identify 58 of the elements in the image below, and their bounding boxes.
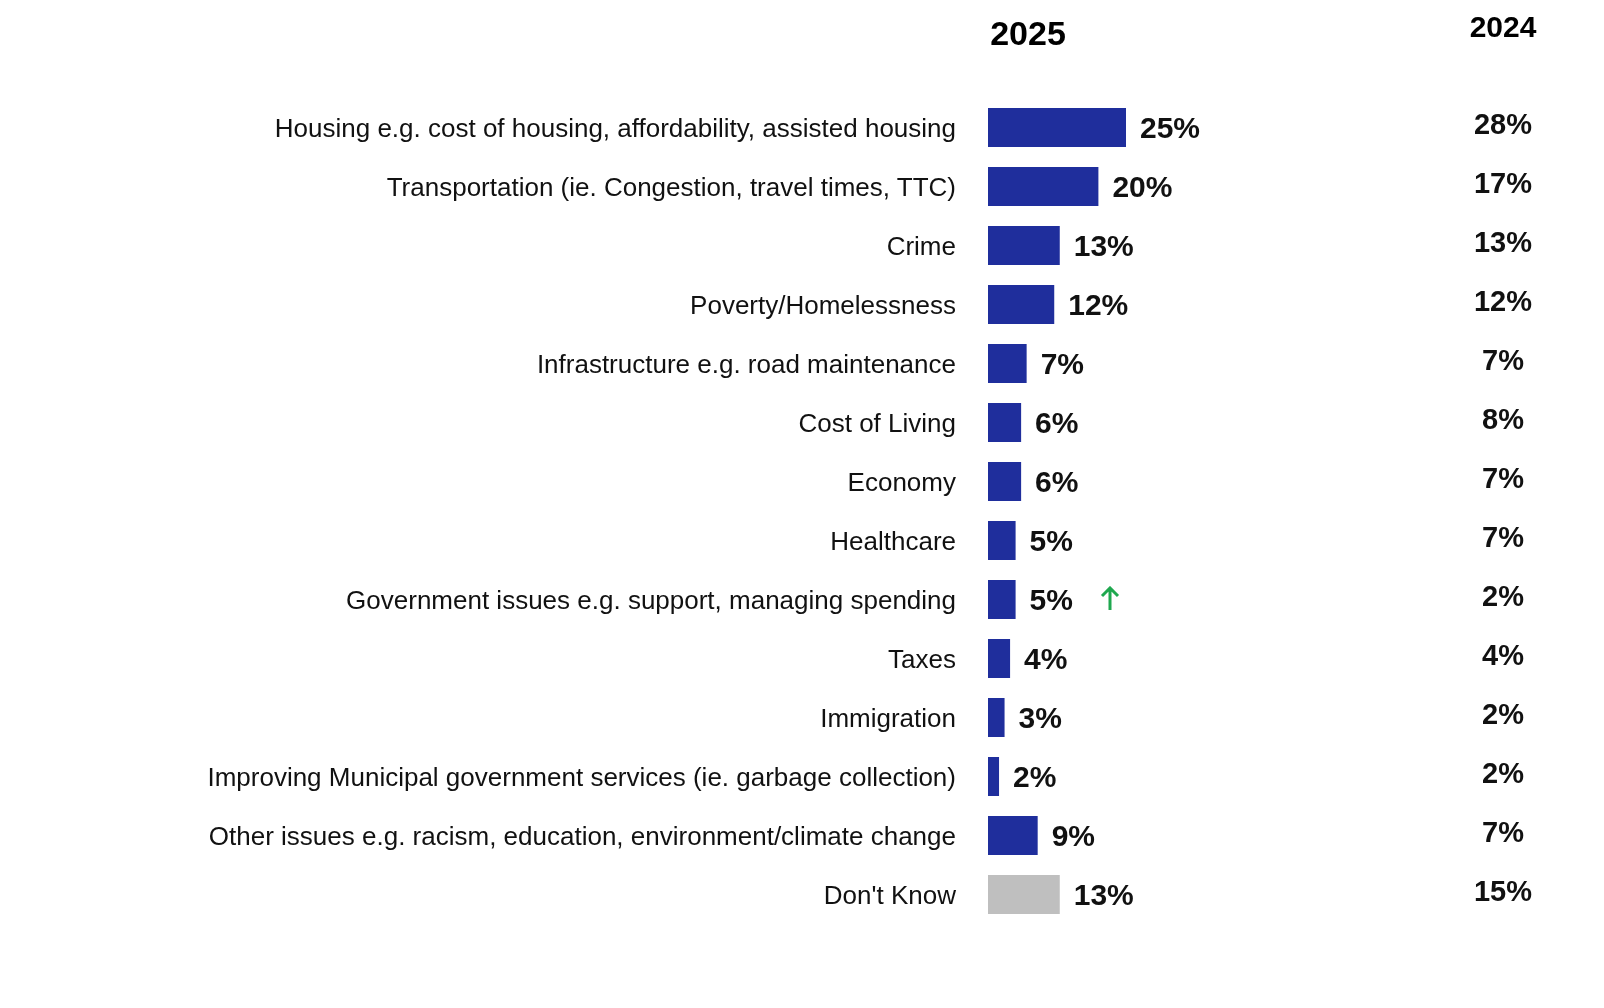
- bar: [988, 521, 1016, 560]
- bar: [988, 698, 1005, 737]
- data-label: 7%: [1481, 521, 1525, 554]
- data-label: 2%: [1481, 757, 1525, 790]
- data-label: 2%: [1481, 580, 1525, 613]
- bar: [988, 639, 1011, 678]
- bar: [988, 816, 1038, 855]
- data-label: 5%: [1029, 583, 1073, 617]
- data-label: 13%: [1073, 878, 1134, 912]
- bar: [988, 580, 1016, 619]
- bar: [988, 344, 1027, 383]
- text: 2024: [1468, 10, 1538, 44]
- y-tick-label: Economy: [847, 466, 956, 497]
- data-label: 9%: [1051, 819, 1096, 853]
- data-label: 13%: [1073, 229, 1134, 263]
- data-label: 7%: [1481, 344, 1525, 377]
- data-label: 4%: [1024, 642, 1068, 676]
- data-label: 17%: [1472, 167, 1533, 200]
- y-tick-label: Government issues e.g. support, managing spending: [346, 584, 956, 615]
- data-label: 25%: [1140, 111, 1201, 145]
- y-tick-label: Cost of Living: [798, 407, 956, 438]
- y-tick-label: Poverty/Homelessness: [690, 289, 956, 320]
- y-tick-label: Housing e.g. cost of housing, affordability, assisted housing: [274, 112, 956, 143]
- bar: [988, 285, 1055, 324]
- data-label: 5%: [1029, 524, 1073, 558]
- bar: [988, 462, 1022, 501]
- bar: [988, 226, 1060, 265]
- y-tick-label: Other issues e.g. racism, education, environment/climate change: [208, 820, 956, 851]
- bar: [988, 167, 1099, 206]
- data-label: 7%: [1481, 462, 1525, 495]
- y-tick-label: Healthcare: [830, 525, 956, 556]
- data-label: 12%: [1068, 288, 1129, 322]
- data-label: 2%: [1481, 698, 1525, 731]
- data-label: 6%: [1035, 406, 1079, 440]
- y-tick-label: Improving Municipal government services (ie. garbage collection): [207, 761, 956, 792]
- y-tick-label: Crime: [886, 230, 956, 261]
- data-label: 2%: [1013, 760, 1057, 794]
- data-label: 7%: [1040, 347, 1084, 381]
- data-label: 15%: [1472, 875, 1533, 908]
- data-label: 3%: [1018, 701, 1062, 735]
- data-label: 20%: [1112, 170, 1173, 204]
- data-label: 12%: [1472, 285, 1533, 318]
- bar: [988, 757, 1000, 796]
- data-label: 6%: [1035, 465, 1079, 499]
- chart-title: 2025: [989, 14, 1067, 53]
- y-tick-label: Taxes: [888, 643, 956, 674]
- y-tick-label: Infrastructure e.g. road maintenance: [536, 348, 956, 379]
- data-label: 8%: [1481, 403, 1525, 436]
- data-label: 28%: [1472, 108, 1533, 141]
- y-tick-label: Don't Know: [823, 879, 957, 910]
- bar: [988, 875, 1060, 914]
- y-tick-label: Transportation (ie. Congestion, travel times, TTC): [386, 171, 956, 202]
- data-label: 13%: [1472, 226, 1533, 259]
- bar: [988, 108, 1126, 147]
- y-tick-label: Immigration: [820, 702, 956, 733]
- data-label: 7%: [1481, 816, 1525, 849]
- bar: [988, 403, 1022, 442]
- data-label: 4%: [1481, 639, 1525, 672]
